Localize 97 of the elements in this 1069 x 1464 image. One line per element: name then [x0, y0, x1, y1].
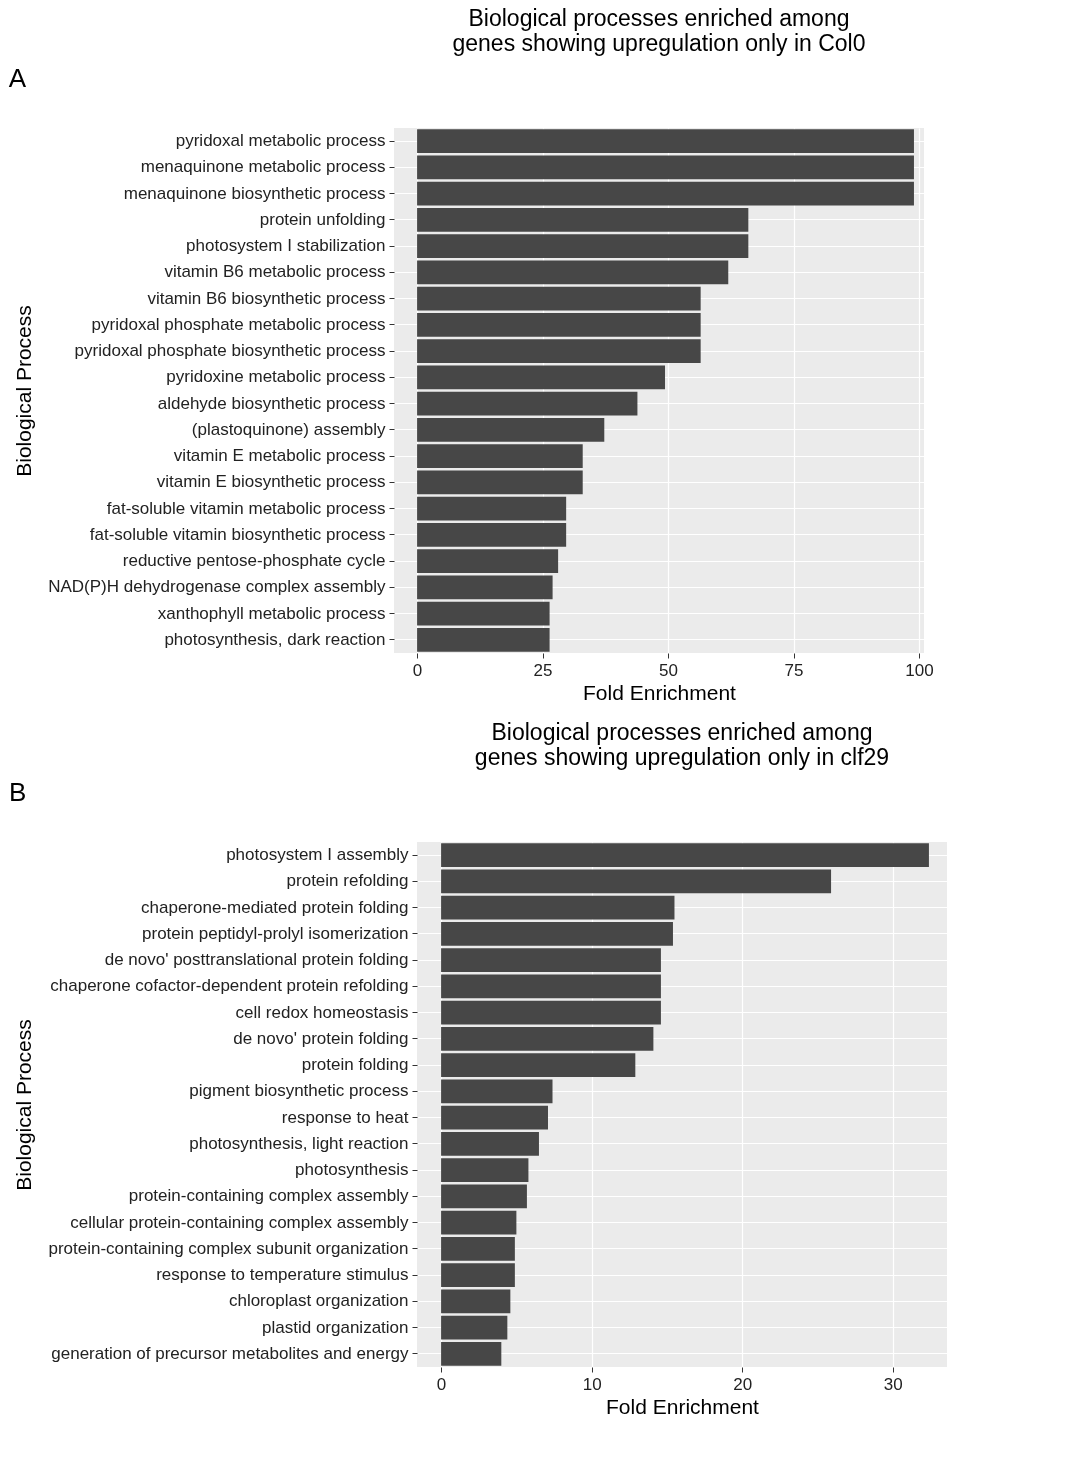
bar	[417, 181, 914, 206]
y-tick-label: response to heat	[281, 1107, 409, 1127]
bar	[417, 444, 583, 468]
bar	[417, 155, 914, 180]
bar	[441, 1289, 511, 1314]
bar	[441, 1263, 515, 1287]
y-tick-label: aldehyde biosynthetic process	[157, 393, 386, 413]
x-tick-label: 50	[659, 660, 678, 680]
x-tick-label: 25	[533, 660, 553, 680]
bar	[417, 129, 914, 153]
bar	[441, 1027, 654, 1051]
bar	[417, 391, 638, 416]
bar	[417, 313, 701, 337]
bar	[441, 1342, 502, 1366]
y-tick-label: protein unfolding	[259, 209, 386, 229]
y-tick-label: protein-containing complex assembly	[128, 1186, 409, 1206]
bar	[441, 1132, 539, 1156]
bar	[417, 628, 550, 652]
y-tick-label: generation of precursor metabolites and energy	[51, 1343, 409, 1363]
x-tick-label: 10	[582, 1374, 602, 1394]
bar	[441, 1079, 553, 1104]
chart-title: Biological processes enriched among genes showing upregulation only in clf29	[474, 719, 890, 770]
y-tick-label: de novo' protein folding	[233, 1028, 409, 1048]
y-tick-label: pyridoxal phosphate biosynthetic process	[74, 341, 386, 361]
bar	[441, 974, 661, 999]
y-tick-label: reductive pentose-phosphate cycle	[122, 551, 386, 571]
bar	[441, 1158, 529, 1182]
x-tick-label: 30	[883, 1374, 903, 1394]
y-tick-label: cell redox homeostasis	[235, 1002, 409, 1022]
y-tick-label: vitamin B6 metabolic process	[164, 262, 386, 282]
y-tick-label: NAD(P)H dehydrogenase complex assembly	[48, 577, 386, 597]
y-tick-label: xanthophyll metabolic process	[157, 603, 386, 623]
y-tick-label: photosynthesis, light reaction	[189, 1133, 409, 1153]
bar	[417, 234, 749, 258]
y-tick-label: menaquinone metabolic process	[140, 157, 386, 177]
bar	[441, 948, 661, 972]
y-tick-label: protein refolding	[286, 871, 409, 891]
y-axis-title: Biological Process	[12, 305, 36, 477]
y-tick-label: menaquinone biosynthetic process	[123, 183, 386, 203]
x-tick-label: 0	[412, 660, 423, 680]
bar	[417, 286, 701, 311]
y-tick-label: fat-soluble vitamin biosynthetic process	[89, 524, 386, 544]
y-tick-label: chloroplast organization	[228, 1291, 409, 1311]
chart-title: Biological processes enriched among genes showing upregulation only in Col0	[452, 5, 866, 56]
x-axis-title: Fold Enrichment	[606, 1394, 760, 1418]
y-tick-label: vitamin E biosynthetic process	[156, 472, 386, 492]
y-tick-label: chaperone cofactor-dependent protein refolding	[50, 976, 409, 996]
y-tick-label: de novo' posttranslational protein folding	[104, 950, 409, 970]
y-tick-label: pyridoxine metabolic process	[166, 367, 386, 387]
bar	[441, 1000, 661, 1025]
y-tick-label: response to temperature stimulus	[156, 1265, 409, 1285]
y-tick-label: protein peptidyl-prolyl isomerization	[142, 923, 409, 943]
bar	[441, 895, 675, 920]
x-tick-label: 100	[905, 660, 934, 680]
bar	[441, 1237, 515, 1261]
bar	[417, 601, 550, 626]
bar	[441, 922, 673, 946]
y-tick-label: (plastoquinone) assembly	[191, 419, 386, 439]
bar	[417, 418, 605, 442]
y-axis-title: Biological Process	[12, 1019, 36, 1191]
text: B	[8, 777, 27, 807]
bar	[441, 1184, 527, 1209]
text: A	[8, 63, 27, 93]
x-axis-title: Fold Enrichment	[583, 680, 737, 704]
bar	[417, 260, 729, 285]
bar	[441, 843, 929, 867]
bar	[417, 523, 567, 547]
bar	[417, 365, 666, 390]
bar	[417, 208, 749, 232]
bar	[441, 1105, 548, 1130]
bar	[417, 339, 701, 363]
y-tick-label: vitamin E metabolic process	[173, 446, 386, 466]
bar	[441, 1053, 636, 1077]
y-tick-label: photosystem I assembly	[226, 845, 409, 865]
bar	[417, 470, 583, 495]
y-tick-label: pyridoxal metabolic process	[175, 131, 386, 151]
y-tick-label: cellular protein-containing complex assembly	[70, 1212, 409, 1232]
y-tick-label: plastid organization	[262, 1317, 409, 1337]
y-tick-label: chaperone-mediated protein folding	[141, 897, 409, 917]
bar	[441, 1315, 508, 1340]
bar	[417, 496, 567, 521]
y-tick-label: protein-containing complex subunit organization	[48, 1238, 409, 1258]
y-tick-label: vitamin B6 biosynthetic process	[147, 288, 386, 308]
y-tick-label: photosynthesis, dark reaction	[164, 629, 386, 649]
bar	[441, 869, 832, 894]
x-tick-label: 75	[784, 660, 804, 680]
x-tick-label: 20	[733, 1374, 753, 1394]
y-tick-label: photosynthesis	[295, 1160, 409, 1180]
y-tick-label: pyridoxal phosphate metabolic process	[91, 314, 386, 334]
x-tick-label: 0	[436, 1374, 447, 1394]
y-tick-label: pigment biosynthetic process	[189, 1081, 409, 1101]
bar	[417, 549, 559, 573]
bar	[417, 575, 553, 600]
y-tick-label: protein folding	[301, 1055, 409, 1075]
bar	[441, 1210, 517, 1235]
y-tick-label: fat-soluble vitamin metabolic process	[106, 498, 386, 518]
y-tick-label: photosystem I stabilization	[186, 236, 386, 256]
